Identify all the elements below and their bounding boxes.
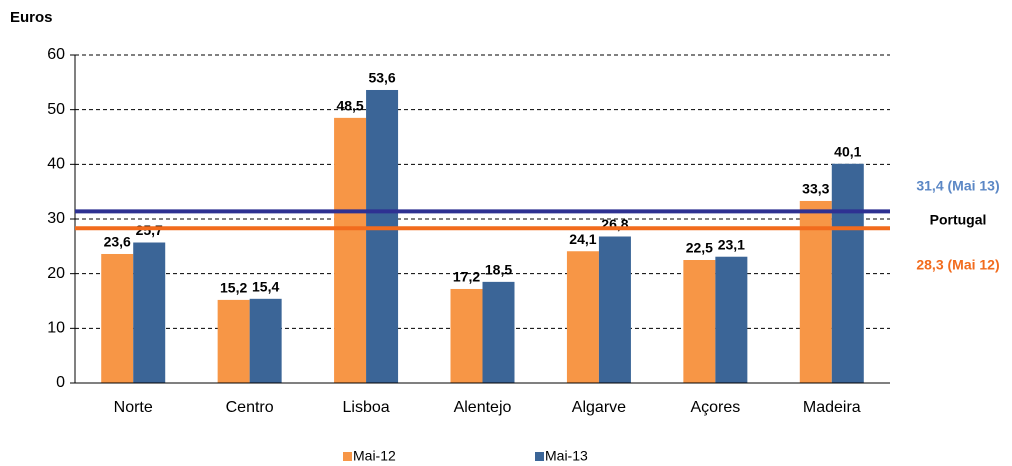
bar [831,163,864,383]
value-label: 23,1 [718,236,745,252]
value-label: 24,1 [569,231,596,247]
value-label: 17,2 [453,269,480,285]
y-tick-label: 60 [47,46,65,63]
reference-label: 28,3 (Mai 12) [916,257,999,273]
bar [799,200,832,383]
value-label: 18,5 [485,262,512,278]
value-label: 15,2 [220,280,247,296]
legend-label: Mai-12 [353,448,396,464]
value-label: 23,6 [104,234,131,250]
value-label: 15,4 [252,279,279,295]
bar [366,89,399,383]
x-tick-label: Algarve [572,399,626,416]
bar [683,260,716,383]
bar [482,281,515,383]
value-label: 48,5 [336,98,363,114]
y-tick-label: 10 [47,320,65,337]
legend-swatch [343,452,352,461]
bar [133,242,166,383]
y-axis-label: Euros [10,9,53,26]
x-tick-label: Centro [226,399,274,416]
value-label: 33,3 [802,181,829,197]
bar [566,251,599,383]
value-label: 53,6 [368,70,395,86]
value-label: 22,5 [686,240,713,256]
bar [715,256,748,383]
bar [450,288,483,383]
bar [598,236,631,383]
y-tick-label: 30 [47,210,65,227]
bar [249,298,282,383]
x-tick-label: Madeira [803,399,861,416]
y-tick-label: 40 [47,156,65,173]
bar [334,117,367,383]
bar [217,299,250,383]
y-tick-label: 20 [47,265,65,282]
y-tick-label: 0 [56,374,65,391]
value-label: 40,1 [834,143,861,159]
reference-label: 31,4 (Mai 13) [916,178,999,194]
x-tick-label: Norte [114,399,153,416]
legend-label: Mai-13 [545,448,588,464]
x-tick-label: Alentejo [454,399,512,416]
x-tick-label: Lisboa [342,399,389,416]
reference-name: Portugal [930,212,987,228]
y-tick-label: 50 [47,101,65,118]
bar [101,253,134,383]
legend-swatch [535,452,544,461]
x-tick-label: Açores [690,399,740,416]
